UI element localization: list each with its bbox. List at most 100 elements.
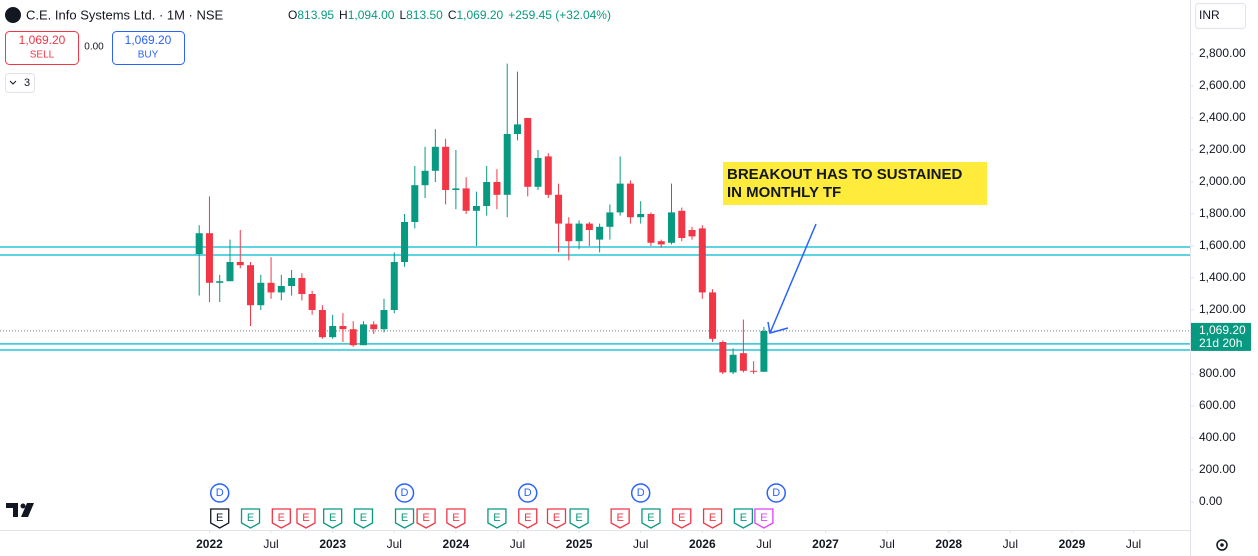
candle-body — [257, 282, 265, 306]
indicator-count: 3 — [24, 77, 30, 89]
legend-key: C — [448, 8, 457, 22]
y-tick-label: 1,400.00 — [1199, 270, 1246, 284]
x-tick-label: Jul — [510, 537, 525, 551]
candle-body — [616, 183, 624, 213]
sell-button[interactable] — [5, 31, 79, 65]
y-tick-label: 800.00 — [1199, 366, 1236, 380]
dividend-marker — [517, 483, 538, 503]
earnings-label: E — [760, 512, 767, 524]
legend-value: 1,094.00 — [348, 8, 395, 22]
candle-body — [709, 292, 717, 339]
legend-value: 813.95 — [297, 8, 334, 22]
x-tick-label: 2028 — [935, 537, 962, 551]
dividend-marker — [394, 483, 415, 503]
earnings-marker — [569, 508, 589, 529]
symbol-logo — [5, 7, 21, 23]
candle-body — [442, 146, 450, 190]
y-tick-label: 2,800.00 — [1199, 46, 1246, 60]
candle-body — [267, 282, 275, 293]
candle-body — [339, 326, 347, 330]
earnings-label: E — [247, 512, 254, 524]
indicator-toggle[interactable] — [5, 73, 35, 93]
candle-body — [277, 286, 285, 293]
buy-button[interactable] — [112, 31, 185, 65]
earnings-label: E — [422, 512, 429, 524]
earnings-marker — [323, 508, 343, 529]
dividend-label: D — [637, 487, 645, 499]
x-tick-label: Jul — [879, 537, 894, 551]
sell-price: 1,069.20 — [19, 33, 66, 47]
earnings-label: E — [278, 512, 285, 524]
x-tick-label: 2026 — [689, 537, 716, 551]
earnings-marker — [240, 508, 261, 529]
y-tick-label: 400.00 — [1199, 430, 1236, 444]
candle-body — [606, 212, 614, 227]
earnings-label: E — [493, 512, 500, 524]
candle-body — [493, 182, 501, 195]
earnings-label: E — [302, 512, 309, 524]
tv-logo — [6, 503, 34, 517]
earnings-label: E — [616, 512, 623, 524]
earnings-marker — [296, 508, 316, 529]
earnings-label: E — [740, 512, 747, 524]
earnings-marker — [353, 508, 374, 529]
dividend-marker — [630, 483, 651, 503]
y-tick-label: 600.00 — [1199, 398, 1236, 412]
dividend-label: D — [216, 487, 224, 499]
candle-body — [647, 214, 655, 243]
earnings-marker — [394, 508, 415, 529]
buy-price: 1,069.20 — [125, 33, 172, 47]
earnings-marker — [641, 508, 661, 529]
candle-body — [431, 146, 439, 171]
candle-body — [555, 194, 563, 224]
candle-body — [698, 228, 706, 293]
candle-body — [626, 183, 634, 218]
settings-icon[interactable] — [1216, 539, 1228, 551]
candle-body — [565, 223, 573, 242]
candle-body — [411, 185, 419, 222]
earnings-label: E — [360, 512, 367, 524]
legend-value: 1,069.20 — [457, 8, 504, 22]
earnings-label: E — [329, 512, 336, 524]
candle-body — [247, 265, 255, 306]
candle-body — [544, 156, 552, 195]
annotation-box — [723, 162, 987, 205]
candle-body — [380, 310, 388, 330]
earnings-marker — [733, 508, 754, 529]
legend-key: H — [339, 8, 348, 22]
candle-body — [226, 262, 234, 282]
earnings-marker — [702, 508, 723, 529]
spread: 0.00 — [84, 42, 104, 53]
candle-body — [760, 330, 768, 372]
candle-body — [421, 170, 429, 186]
y-tick-label: 0.00 — [1199, 494, 1223, 508]
candle-body — [401, 222, 409, 262]
candle-body — [205, 233, 213, 283]
candle-body — [637, 214, 645, 218]
countdown-label: 21d 20h — [1199, 336, 1242, 350]
candle-body — [729, 354, 737, 373]
x-tick-label: Jul — [263, 537, 278, 551]
legend-value: 813.50 — [406, 8, 443, 22]
earnings-label: E — [216, 512, 223, 524]
earnings-marker — [271, 508, 291, 529]
symbol-title[interactable]: C.E. Info Systems Ltd. · 1M · NSE — [26, 7, 224, 22]
candle-body — [288, 278, 296, 286]
candle-body — [739, 353, 747, 371]
candle-body — [236, 262, 244, 266]
earnings-marker — [610, 508, 630, 529]
x-tick-label: Jul — [387, 537, 402, 551]
x-tick-label: Jul — [1003, 537, 1018, 551]
candle-body — [359, 324, 367, 346]
last-price-box — [1191, 322, 1251, 351]
currency-button[interactable] — [1195, 3, 1246, 29]
dividend-label: D — [524, 487, 532, 499]
candle-body — [657, 241, 665, 245]
earnings-marker — [210, 508, 230, 529]
candle-body — [195, 233, 203, 254]
candle-body — [678, 210, 686, 238]
candle-body — [719, 342, 727, 373]
annotation-arrow — [767, 223, 817, 334]
candle-body — [462, 188, 470, 211]
